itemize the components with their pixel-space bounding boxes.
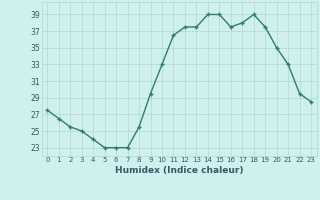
X-axis label: Humidex (Indice chaleur): Humidex (Indice chaleur) xyxy=(115,166,244,175)
